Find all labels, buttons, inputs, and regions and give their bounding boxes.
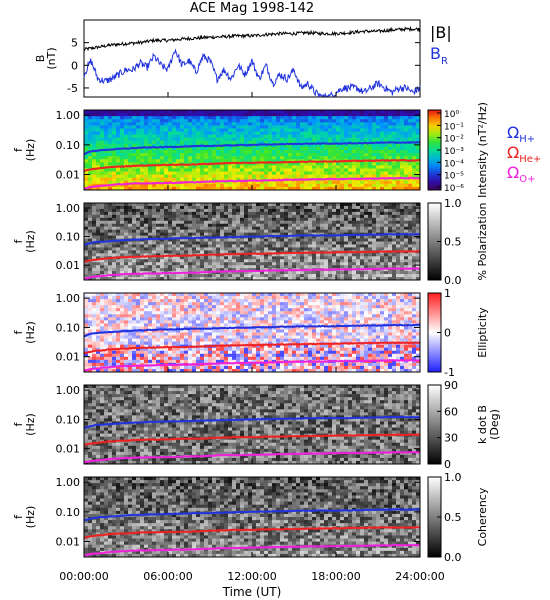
f-tick-label: 0.10 [56, 506, 81, 519]
colorbar-tick-label: 90 [444, 379, 458, 392]
gyrofrequency-line-oplus [84, 358, 420, 372]
gyrofrequency-line-hplus [84, 415, 420, 430]
legend-entry-b-magnitude: |B| [430, 23, 452, 42]
colorbar-tick-label: 0.0 [444, 274, 462, 287]
panel-ellipticity: 1.00 0.10 0.01 f (Hz) -1 0 1 Ellipticity [12, 287, 489, 379]
gyrofrequency-line-hplus [84, 508, 420, 522]
f-tick-label: 0.10 [56, 139, 81, 152]
b-y-tick-label: -5 [67, 82, 78, 95]
f-tick-label: 0.10 [56, 413, 81, 426]
b-y-tick-label: 5 [71, 37, 78, 50]
ellipticity-spectrogram-image [84, 293, 420, 372]
b-y-axis-label: (nT) [45, 47, 58, 69]
gyrofrequency-line-oplus [84, 450, 420, 464]
panel-coherency: 1.00 0.10 0.01 f (Hz) 0.0 0.5 1.0 Coherency [12, 471, 489, 564]
colorbar-tick-label: 0 [444, 327, 451, 340]
f-tick-label: 1.00 [56, 202, 81, 215]
time-tick-label: 00:00:00 [59, 570, 108, 583]
gyrofrequency-line-oplus [84, 176, 420, 190]
f-tick-label: 0.10 [56, 321, 81, 334]
colorbar-label-k-dot-b: (Deg) [488, 409, 501, 440]
colorbar-tick-label: 0.0 [444, 551, 462, 564]
b-y-tick-label: 0 [71, 59, 78, 72]
colorbar-tick-label: 1.0 [444, 197, 462, 210]
series-line--b- [83, 25, 421, 52]
time-tick-label: 12:00:00 [227, 570, 276, 583]
f-y-axis-label: f [12, 147, 25, 152]
colorbar-tick-label: -1 [444, 366, 455, 379]
gyrofrequency-line-heplus [84, 433, 420, 447]
f-tick-label: 0.01 [56, 536, 81, 549]
colorbar-tick-label: 10⁰ [444, 110, 459, 120]
colorbar-label-coherency: Coherency [476, 487, 489, 546]
f-tick-label: 0.10 [56, 231, 81, 244]
colorbar-tick-label: 10⁻⁶ [444, 184, 464, 194]
colorbar-tick-label: 10⁻⁵ [444, 172, 464, 182]
time-tick-label: 06:00:00 [143, 570, 192, 583]
f-y-axis-label: f [12, 329, 25, 334]
gyrofrequency-line-heplus [84, 158, 420, 173]
colorbar-k-dot-b [427, 384, 442, 465]
colorbar-tick-label: 10⁻² [444, 135, 464, 145]
gyrofrequency-line-hplus [84, 140, 420, 156]
x-axis-label: Time (UT) [222, 585, 282, 599]
f-y-axis-label: f [12, 421, 25, 426]
coherency-spectrogram-image [84, 477, 420, 557]
f-tick-label: 1.00 [56, 384, 81, 397]
gyrofrequency-line-hplus [84, 323, 420, 338]
colorbar-tick-label: 0.5 [444, 511, 462, 524]
colorbar-tick-label: 10⁻¹ [444, 122, 464, 132]
colorbar-tick-label: 10⁻⁴ [444, 159, 464, 169]
gyrofrequency-line-hplus [84, 232, 420, 246]
f-y-axis-label: (Hz) [24, 321, 37, 344]
time-tick-label: 24:00:00 [395, 570, 444, 583]
magnetic-field-panel: -5 0 5 B(nT) |B| BR [34, 19, 452, 98]
colorbar-tick-label: 0 [444, 458, 451, 471]
f-y-axis-label: (Hz) [24, 139, 37, 162]
gyrofrequency-line-heplus [84, 341, 420, 355]
legend-entry-br: BR [430, 44, 448, 67]
k-dot-b-spectrogram-image [84, 385, 420, 464]
b-y-axis-label: B [34, 55, 47, 63]
colorbar-tick-label: 0.5 [444, 236, 462, 249]
gyrofrequency-line-heplus [84, 250, 420, 263]
panel-intensity: 1.00 0.10 0.01 f (Hz) 10⁰ 10⁻¹ 10⁻² 10⁻³ 10⁻⁴ 10⁻⁵… [12, 102, 489, 198]
f-y-axis-label: (Hz) [24, 506, 37, 529]
panel-k-dot-b: 1.00 0.10 0.01 f (Hz) 0 30 60 90 k dot B (Deg) [12, 379, 501, 471]
f-tick-label: 1.00 [56, 109, 81, 122]
colorbar-label-polarization: % Polarization [476, 203, 489, 281]
colorbar-tick-label: 1 [444, 287, 451, 300]
gyro-legend-heplus: ΩHe+ [507, 143, 541, 165]
time-axis: 00:00:00 06:00:00 12:00:00 18:00:00 24:00:00 [59, 570, 444, 583]
colorbar-label-intensity: Intensity (nT²/Hz) [476, 102, 489, 198]
gyro-legend-hplus: ΩH+ [507, 123, 535, 145]
colorbar-tick-label: 30 [444, 432, 458, 445]
colorbar-label-k-dot-b: k dot B [476, 405, 489, 444]
series-line-b-r [83, 48, 421, 98]
colorbar-label-ellipticity: Ellipticity [476, 307, 489, 358]
f-tick-label: 0.01 [56, 259, 81, 272]
gyro-legend-oplus: ΩO+ [507, 163, 535, 185]
f-y-axis-label: f [12, 514, 25, 519]
colorbar-tick-label: 60 [444, 405, 458, 418]
f-tick-label: 0.01 [56, 351, 81, 364]
f-tick-label: 0.01 [56, 169, 81, 182]
colorbar-tick-label: 10⁻³ [444, 147, 464, 157]
figure-title: ACE Mag 1998-142 [190, 1, 314, 16]
gyrofrequency-line-oplus [84, 543, 420, 557]
panel-polarization: 1.00 0.10 0.01 f (Hz) 0.0 0.5 1.0 % Polarization [12, 197, 489, 287]
gyrofrequency-line-heplus [84, 525, 420, 540]
f-tick-label: 1.00 [56, 476, 81, 489]
gyrofrequency-line-oplus [84, 267, 420, 280]
f-y-axis-label: (Hz) [24, 230, 37, 253]
f-y-axis-label: f [12, 238, 25, 243]
f-y-axis-label: (Hz) [24, 413, 37, 436]
colorbar-tick-label: 1.0 [444, 471, 462, 484]
intensity-spectrogram-image [84, 110, 420, 190]
spectrogram-panels: 1.000.100.01f (Hz)10⁰10⁻¹10⁻²10⁻³10⁻⁴10⁻⁵… [12, 102, 541, 564]
f-tick-label: 0.01 [56, 443, 81, 456]
time-tick-label: 18:00:00 [311, 570, 360, 583]
f-tick-label: 1.00 [56, 292, 81, 305]
